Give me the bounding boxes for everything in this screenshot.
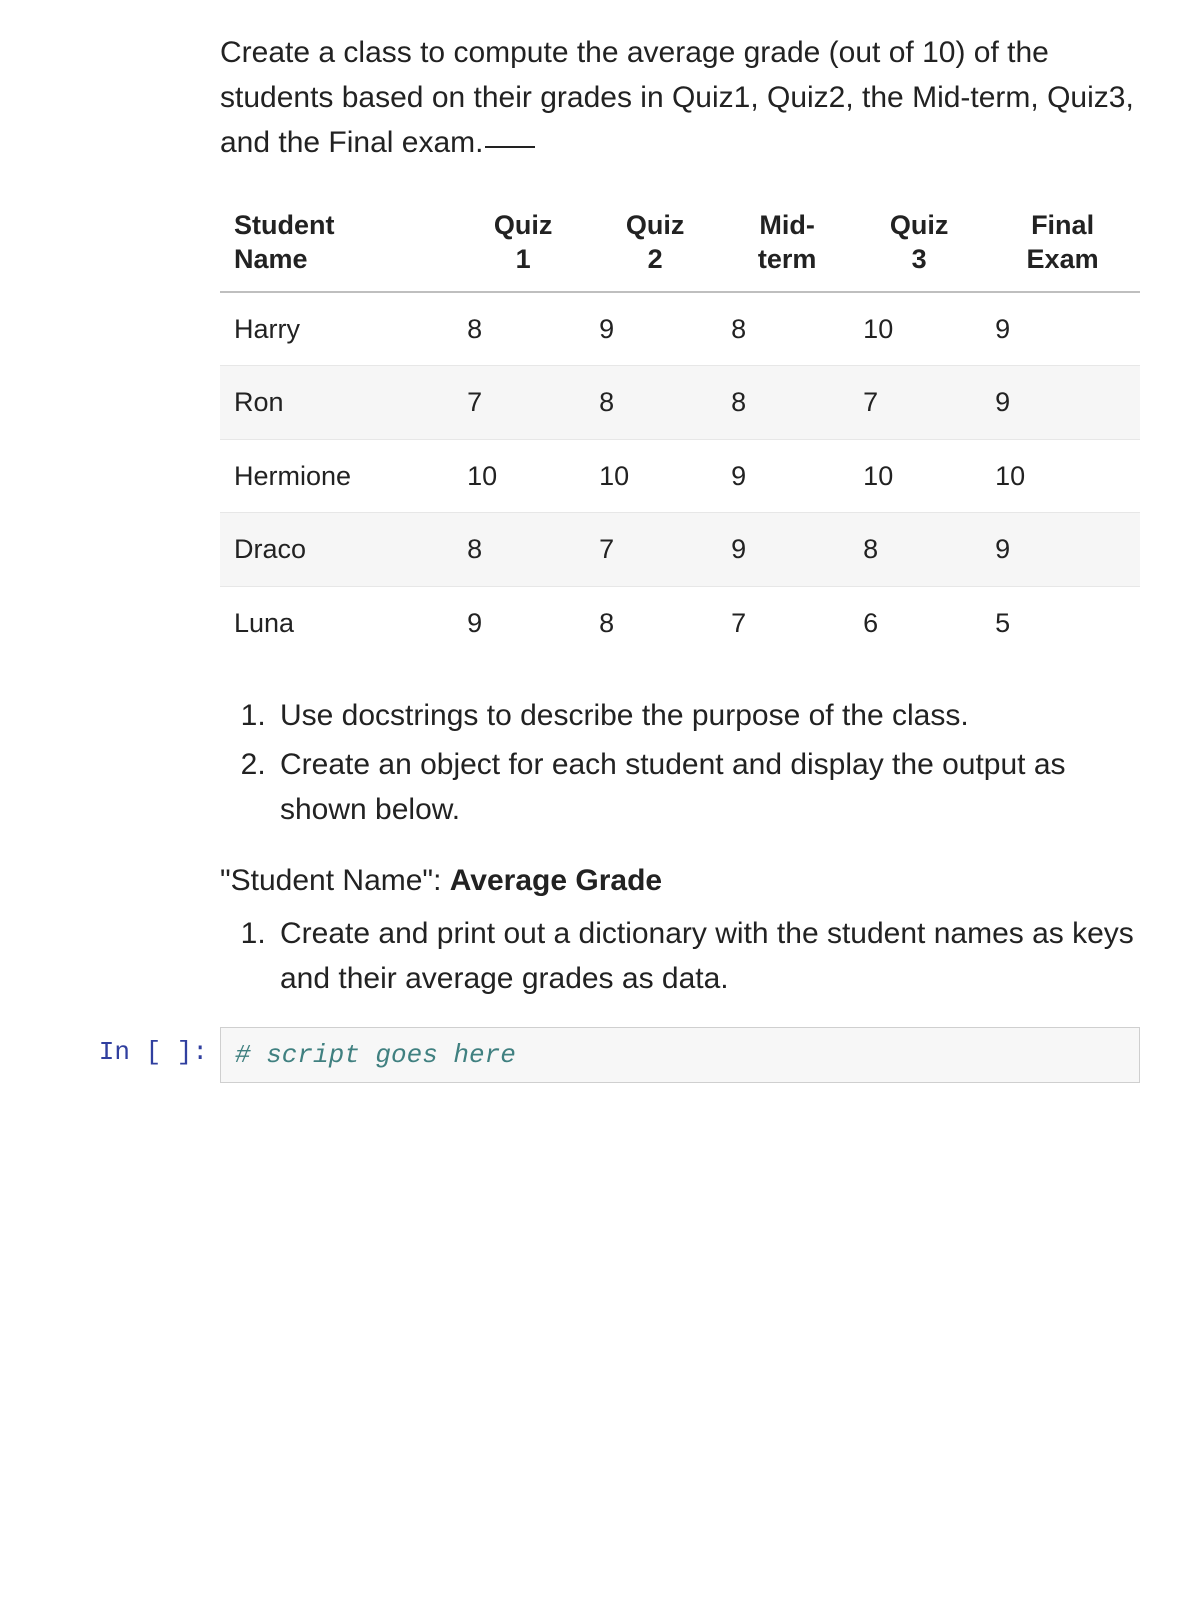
cell-mid: 7 xyxy=(721,586,853,659)
cell-q1: 8 xyxy=(457,513,589,587)
cell-q2: 9 xyxy=(589,292,721,366)
col-quiz2: Quiz 2 xyxy=(589,195,721,292)
notebook-container: Create a class to compute the average gr… xyxy=(0,0,1200,1113)
table-row: Draco 8 7 9 8 9 xyxy=(220,513,1140,587)
cell-q2: 10 xyxy=(589,439,721,513)
grades-table: Student Name Quiz 1 Quiz 2 Mid- xyxy=(220,195,1140,659)
cell-q1: 10 xyxy=(457,439,589,513)
cell-final: 10 xyxy=(985,439,1140,513)
cell-q3: 6 xyxy=(853,586,985,659)
col-student: Student Name xyxy=(220,195,457,292)
cell-q2: 7 xyxy=(589,513,721,587)
cell-q1: 8 xyxy=(457,292,589,366)
cell-mid: 9 xyxy=(721,439,853,513)
task-text: Create a class to compute the average gr… xyxy=(220,36,1134,159)
list-item: Create an object for each student and di… xyxy=(274,742,1140,832)
col-final: Final Exam xyxy=(985,195,1140,292)
table-row: Luna 9 8 7 6 5 xyxy=(220,586,1140,659)
cell-name: Luna xyxy=(220,586,457,659)
code-prompt: In [ ]: xyxy=(80,1027,220,1067)
table-body: Harry 8 9 8 10 9 Ron 7 8 8 7 9 xyxy=(220,292,1140,660)
cell-final: 9 xyxy=(985,366,1140,440)
col-quiz3: Quiz 3 xyxy=(853,195,985,292)
col-quiz1: Quiz 1 xyxy=(457,195,589,292)
table-row: Harry 8 9 8 10 9 xyxy=(220,292,1140,366)
list-item: Create and print out a dictionary with t… xyxy=(274,911,1140,1001)
cell-q3: 7 xyxy=(853,366,985,440)
code-cell: In [ ]: # script goes here xyxy=(80,1027,1140,1083)
cell-final: 9 xyxy=(985,513,1140,587)
table-head: Student Name Quiz 1 Quiz 2 Mid- xyxy=(220,195,1140,292)
cell-name: Ron xyxy=(220,366,457,440)
table-row: Ron 7 8 8 7 9 xyxy=(220,366,1140,440)
cell-name: Draco xyxy=(220,513,457,587)
cell-mid: 9 xyxy=(721,513,853,587)
cell-q1: 7 xyxy=(457,366,589,440)
list-item: Use docstrings to describe the purpose o… xyxy=(274,693,1140,738)
output-format: "Student Name": Average Grade xyxy=(220,858,1140,903)
cell-q1: 9 xyxy=(457,586,589,659)
requirements-list-b: Create and print out a dictionary with t… xyxy=(220,911,1140,1001)
cell-name: Harry xyxy=(220,292,457,366)
markdown-content: Create a class to compute the average gr… xyxy=(220,30,1140,1027)
table-header-row: Student Name Quiz 1 Quiz 2 Mid- xyxy=(220,195,1140,292)
cell-q2: 8 xyxy=(589,366,721,440)
markdown-cell: Create a class to compute the average gr… xyxy=(80,30,1140,1027)
cell-mid: 8 xyxy=(721,292,853,366)
code-input[interactable]: # script goes here xyxy=(220,1027,1140,1083)
cell-final: 9 xyxy=(985,292,1140,366)
cell-q2: 8 xyxy=(589,586,721,659)
cell-q3: 10 xyxy=(853,439,985,513)
cell-mid: 8 xyxy=(721,366,853,440)
cell-final: 5 xyxy=(985,586,1140,659)
table-row: Hermione 10 10 9 10 10 xyxy=(220,439,1140,513)
markdown-prompt xyxy=(80,30,220,40)
blank-underline xyxy=(485,146,535,148)
cell-q3: 8 xyxy=(853,513,985,587)
col-midterm: Mid- term xyxy=(721,195,853,292)
cell-name: Hermione xyxy=(220,439,457,513)
output-bold: Average Grade xyxy=(450,864,662,897)
task-description: Create a class to compute the average gr… xyxy=(220,30,1140,165)
cell-q3: 10 xyxy=(853,292,985,366)
code-content-col: # script goes here xyxy=(220,1027,1140,1083)
requirements-list-a: Use docstrings to describe the purpose o… xyxy=(220,693,1140,832)
output-prefix: "Student Name": xyxy=(220,864,450,897)
